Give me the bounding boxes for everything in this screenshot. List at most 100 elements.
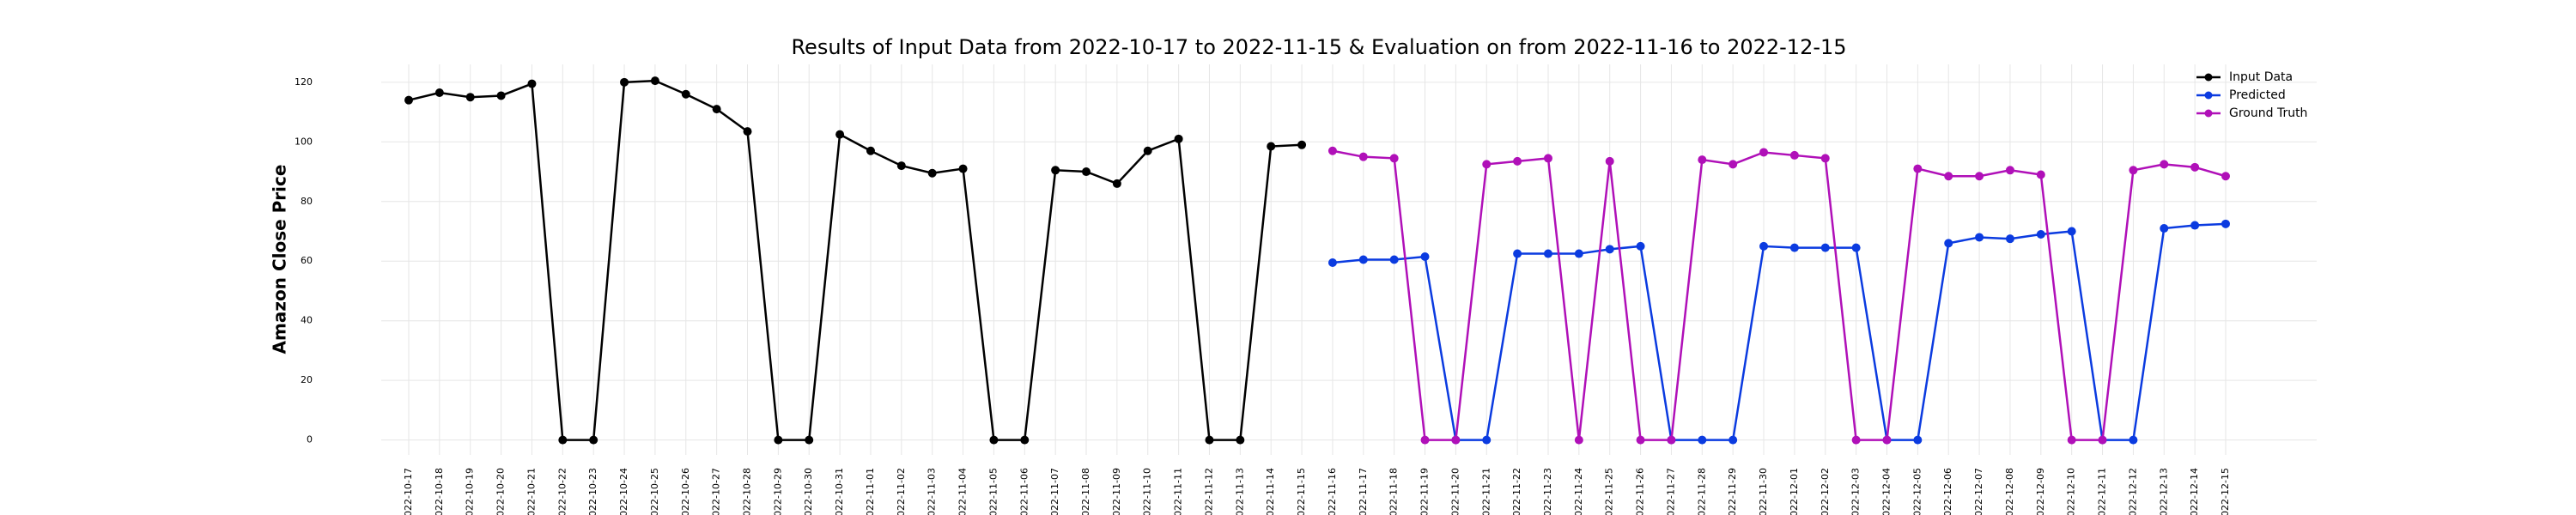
- x-tick-label: 2022-11-05: [987, 468, 999, 515]
- data-point: [1820, 154, 1830, 163]
- x-tick-label: 2022-10-17: [403, 468, 414, 515]
- y-axis-label: Amazon Close Price: [270, 165, 290, 354]
- data-point: [1975, 233, 1984, 242]
- x-tick-label: 2022-11-26: [1635, 468, 1646, 515]
- data-point: [620, 77, 629, 87]
- x-tick-label: 2022-12-14: [2189, 468, 2200, 515]
- x-tick-label: 2022-11-18: [1388, 468, 1400, 515]
- x-tick-label: 2022-11-07: [1049, 468, 1060, 515]
- data-point: [1389, 255, 1399, 264]
- legend-label: Predicted: [2229, 88, 2286, 102]
- x-tick-label: 2022-12-02: [1820, 468, 1831, 515]
- data-point: [1543, 249, 1552, 258]
- x-tick-label: 2022-10-26: [680, 468, 691, 515]
- data-point: [1882, 435, 1892, 445]
- x-tick-label: 2022-11-04: [957, 468, 969, 515]
- x-tick-label: 2022-11-12: [1203, 468, 1214, 515]
- x-tick-label: 2022-11-14: [1265, 468, 1276, 515]
- data-point: [1574, 435, 1583, 445]
- data-point: [1327, 146, 1337, 155]
- data-point: [1636, 435, 1645, 445]
- data-point: [1543, 154, 1552, 163]
- data-point: [2160, 160, 2169, 169]
- data-point: [1082, 167, 1091, 177]
- data-point: [1482, 435, 1492, 445]
- data-point: [1728, 435, 1738, 445]
- legend-marker: [2204, 109, 2213, 118]
- data-point: [2160, 224, 2169, 233]
- y-tick-label: 80: [301, 196, 313, 207]
- x-tick-label: 2022-11-16: [1327, 468, 1338, 515]
- x-tick-label: 2022-11-28: [1696, 468, 1707, 515]
- x-tick-label: 2022-11-23: [1542, 468, 1553, 515]
- x-tick-label: 2022-12-12: [2127, 468, 2138, 515]
- x-tick-label: 2022-10-18: [434, 468, 445, 515]
- x-tick-label: 2022-12-06: [1942, 468, 1953, 515]
- data-point: [1051, 166, 1060, 175]
- data-point: [650, 76, 659, 86]
- x-tick-label: 2022-11-17: [1358, 468, 1369, 515]
- data-point: [1513, 249, 1522, 258]
- x-tick-label: 2022-11-22: [1511, 468, 1522, 515]
- x-tick-label: 2022-11-08: [1080, 468, 1091, 515]
- x-tick-label: 2022-11-27: [1665, 468, 1676, 515]
- x-tick-label: 2022-10-19: [465, 468, 476, 515]
- x-tick-label: 2022-11-13: [1234, 468, 1245, 515]
- data-point: [1851, 435, 1861, 445]
- y-tick-label: 60: [301, 255, 313, 266]
- y-tick-label: 0: [307, 434, 313, 445]
- x-tick-label: 2022-11-02: [896, 468, 907, 515]
- x-tick-label: 2022-12-10: [2066, 468, 2077, 515]
- x-tick-label: 2022-10-31: [834, 468, 845, 515]
- x-tick-label: 2022-12-04: [1880, 468, 1892, 515]
- x-tick-label: 2022-10-27: [711, 468, 722, 515]
- data-point: [2098, 435, 2107, 445]
- data-point: [496, 91, 506, 100]
- data-point: [2067, 227, 2076, 236]
- data-point: [712, 105, 721, 114]
- legend-label: Ground Truth: [2229, 106, 2307, 120]
- x-tick-label: 2022-11-15: [1296, 468, 1307, 515]
- legend-marker: [2204, 91, 2213, 100]
- y-tick-label: 40: [301, 315, 313, 326]
- data-point: [2005, 234, 2014, 244]
- x-tick-label: 2022-12-07: [1973, 468, 1984, 515]
- data-point: [1482, 160, 1492, 169]
- data-point: [1605, 245, 1614, 254]
- series-line: [1332, 149, 2227, 441]
- x-tick-label: 2022-10-28: [742, 468, 753, 515]
- x-tick-label: 2022-11-24: [1573, 468, 1584, 515]
- data-point: [866, 146, 875, 155]
- y-tick-label: 120: [295, 76, 313, 88]
- x-tick-label: 2022-12-03: [1850, 468, 1862, 515]
- data-point: [1944, 239, 1953, 248]
- x-tick-label: 2022-10-30: [803, 468, 814, 515]
- data-point: [1420, 252, 1430, 262]
- data-point: [1944, 172, 1953, 181]
- data-point: [1297, 140, 1307, 149]
- series-line: [408, 79, 1303, 441]
- data-point: [1174, 134, 1183, 143]
- data-point: [1267, 142, 1276, 151]
- series-line: [1332, 222, 2227, 441]
- x-tick-label: 2022-11-25: [1604, 468, 1615, 515]
- data-point: [2036, 229, 2045, 239]
- y-tick-label: 20: [301, 374, 313, 385]
- data-point: [1913, 164, 1923, 173]
- data-point: [1143, 146, 1152, 155]
- x-tick-label: 2022-11-20: [1449, 468, 1461, 515]
- data-point: [1020, 435, 1030, 445]
- data-point: [1820, 243, 1830, 252]
- data-point: [1358, 152, 1368, 161]
- data-point: [1205, 435, 1214, 445]
- data-point: [1236, 435, 1245, 445]
- data-point: [774, 435, 783, 445]
- x-tick-label: 2022-10-29: [772, 468, 783, 515]
- x-tick-label: 2022-12-05: [1911, 468, 1923, 515]
- x-tick-label: 2022-11-19: [1419, 468, 1431, 515]
- data-point: [1698, 435, 1707, 445]
- x-tick-label: 2022-11-10: [1142, 468, 1153, 515]
- data-point: [1420, 435, 1430, 445]
